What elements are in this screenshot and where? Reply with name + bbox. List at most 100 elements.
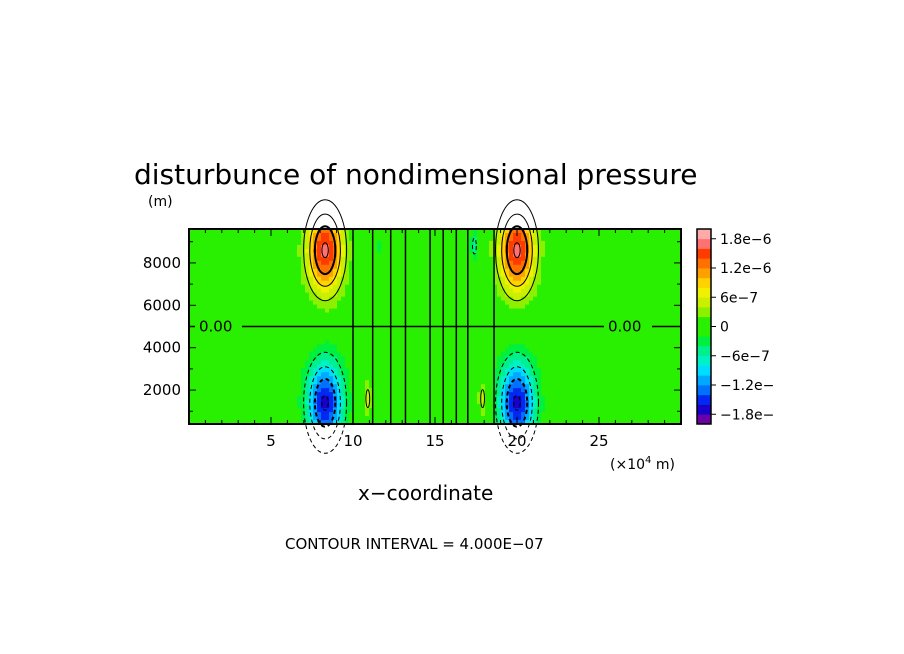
contour-cell [549, 348, 554, 353]
contour-cell [649, 296, 654, 302]
contour-cell [521, 336, 526, 342]
contour-cell [649, 232, 654, 238]
contour-cell [385, 344, 390, 349]
contour-cell [641, 312, 646, 318]
contour-cell [345, 356, 350, 361]
contour-cell [665, 340, 670, 346]
contour-cell [197, 368, 202, 373]
contour-cell [625, 324, 630, 330]
contour-cell [293, 280, 298, 286]
contour-cell [213, 384, 218, 389]
contour-cell [537, 248, 542, 254]
contour-cell [417, 384, 422, 389]
contour-cell [581, 304, 586, 310]
contour-cell [293, 232, 298, 238]
contour-cell [361, 232, 366, 238]
contour-cell [481, 320, 486, 326]
contour-cell [493, 368, 498, 373]
contour-cell [205, 264, 210, 270]
contour-cell [353, 372, 358, 377]
contour-cell [213, 316, 218, 322]
contour-cell [653, 300, 658, 306]
contour-cell [541, 344, 546, 349]
contour-cell [269, 304, 274, 310]
contour-cell [505, 348, 510, 353]
contour-cell [449, 320, 454, 326]
contour-cell [609, 308, 614, 314]
contour-cell [193, 288, 198, 294]
contour-cell [457, 336, 462, 342]
contour-cell [517, 380, 522, 385]
contour-cell [285, 332, 290, 338]
contour-cell [289, 352, 294, 357]
contour-cell [601, 308, 606, 314]
contour-cell [641, 244, 646, 250]
contour-cell [269, 352, 274, 357]
contour-cell [649, 312, 654, 318]
contour-cell [653, 268, 658, 274]
contour-cell [497, 268, 502, 274]
contour-cell [665, 364, 670, 369]
contour-cell [201, 384, 206, 389]
contour-cell [605, 236, 610, 242]
contour-cell [629, 340, 634, 346]
contour-cell [477, 316, 482, 322]
contour-cell [205, 328, 210, 334]
contour-cell [593, 328, 598, 334]
contour-cell [377, 284, 382, 290]
contour-cell [661, 372, 666, 377]
contour-cell [617, 316, 622, 322]
contour-cell [433, 368, 438, 373]
contour-cell [677, 276, 682, 282]
contour-cell [545, 332, 550, 338]
contour-cell [397, 300, 402, 306]
contour-cell [461, 244, 466, 250]
contour-cell [413, 372, 418, 377]
contour-cell [297, 328, 302, 334]
contour-cell [313, 300, 318, 306]
contour-cell [617, 252, 622, 258]
contour-cell [313, 320, 318, 326]
contour-cell [285, 308, 290, 314]
contour-cell [409, 368, 414, 373]
contour-cell [341, 316, 346, 322]
contour-cell [445, 300, 450, 306]
contour-cell [413, 348, 418, 353]
contour-cell [197, 240, 202, 246]
contour-cell [601, 268, 606, 274]
contour-cell [549, 268, 554, 274]
contour-cell [273, 328, 278, 334]
contour-cell [269, 364, 274, 369]
contour-cell [237, 372, 242, 377]
contour-cell [285, 364, 290, 369]
contour-cell [413, 384, 418, 389]
contour-cell [537, 280, 542, 286]
contour-cell [365, 380, 370, 385]
contour-cell [589, 304, 594, 310]
contour-cell [653, 336, 658, 342]
contour-cell [405, 384, 410, 389]
contour-cell [233, 332, 238, 338]
contour-cell [633, 304, 638, 310]
contour-cell [209, 236, 214, 242]
contour-cell [461, 288, 466, 294]
contour-cell [289, 280, 294, 286]
contour-cell [557, 380, 562, 385]
contour-cell [545, 276, 550, 282]
contour-cell [381, 372, 386, 377]
contour-cell [377, 372, 382, 377]
contour-cell [373, 296, 378, 302]
contour-cell [525, 340, 530, 346]
contour-cell [373, 332, 378, 338]
contour-cell [433, 320, 438, 326]
contour-cell [205, 244, 210, 250]
contour-cell [269, 284, 274, 290]
contour-cell [581, 368, 586, 373]
contour-cell [601, 348, 606, 353]
contour-cell [533, 240, 538, 246]
contour-cell [309, 356, 314, 361]
contour-cell [609, 304, 614, 310]
contour-cell [525, 296, 530, 302]
contour-cell [385, 328, 390, 334]
contour-cell [233, 384, 238, 389]
